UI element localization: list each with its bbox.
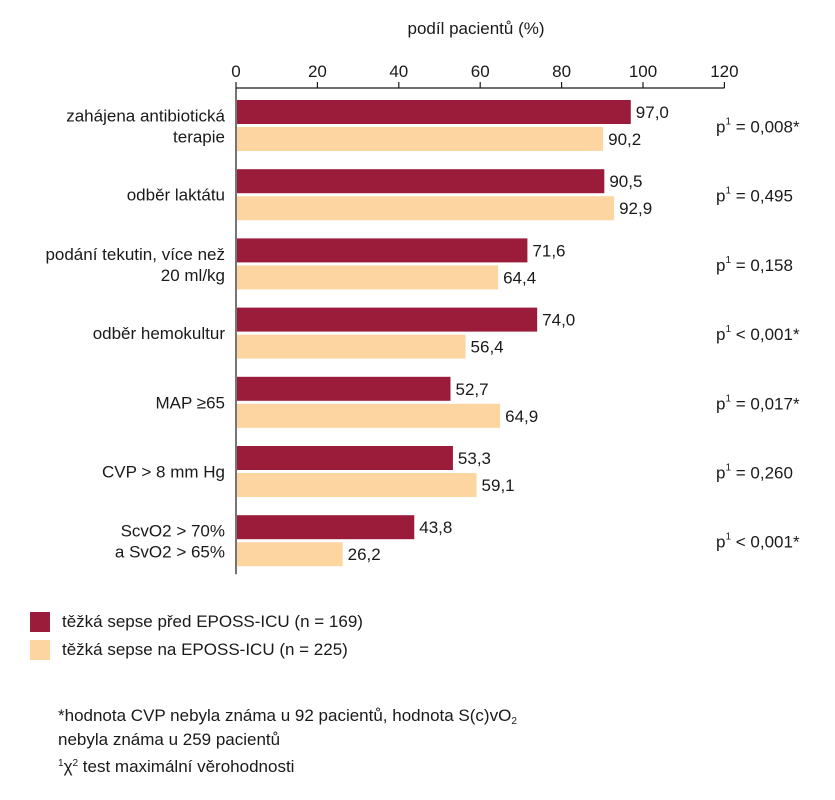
bar-series-2 — [237, 127, 604, 151]
bar-series-1 — [237, 446, 453, 470]
p-value-label: p1 < 0,001* — [716, 324, 800, 344]
x-tick-label: 0 — [231, 62, 240, 81]
bar-series-2 — [237, 196, 615, 221]
p-value-label: p1 = 0,008* — [716, 117, 800, 137]
x-tick-label: 100 — [629, 62, 657, 81]
bar-series-2 — [237, 403, 501, 428]
footnote-1: *hodnota CVP nebyla známa u 92 pacientů,… — [58, 706, 517, 727]
data-label: 56,4 — [471, 338, 504, 357]
data-label: 59,1 — [482, 476, 515, 495]
category-label: MAP ≥65 — [156, 393, 226, 412]
legend-swatch-series-2 — [30, 640, 50, 660]
data-label: 97,0 — [636, 103, 669, 122]
chart: podíl pacientů (%) 0 20 40 60 80 100 120 zahájen… — [45, 19, 800, 575]
bar-series-1 — [237, 100, 631, 124]
data-label: 52,7 — [455, 380, 488, 399]
bar-series-1 — [237, 238, 528, 263]
bar-series-2 — [237, 473, 477, 497]
bar-series-1 — [237, 169, 605, 194]
data-label: 71,6 — [532, 241, 565, 260]
x-tick-label: 120 — [710, 62, 738, 81]
p-value-label: p1 = 0,017* — [716, 393, 800, 413]
category-label: zahájena antibiotická — [66, 107, 225, 126]
bar-series-1 — [237, 307, 538, 332]
legend-label-series-1: těžká sepse před EPOSS-ICU (n = 169) — [62, 612, 363, 631]
p-value-label: p1 = 0,495 — [716, 186, 793, 206]
data-label: 26,2 — [348, 545, 381, 564]
bar-series-2 — [237, 542, 343, 567]
legend-item-series-1: těžká sepse před EPOSS-ICU (n = 169) — [30, 612, 363, 632]
data-label: 53,3 — [458, 449, 491, 468]
category-label: 20 ml/kg — [161, 266, 225, 285]
data-label: 64,4 — [503, 268, 536, 287]
p-value-label: p1 = 0,260 — [716, 463, 793, 483]
data-label: 90,2 — [608, 130, 641, 149]
bar-series-2 — [237, 265, 499, 290]
x-tick-label: 20 — [308, 62, 327, 81]
data-label: 92,9 — [619, 199, 652, 218]
x-axis-title: podíl pacientů (%) — [407, 19, 544, 38]
category-label: odběr laktátu — [127, 186, 225, 205]
category-label: a SvO2 > 65% — [115, 543, 225, 562]
category-label: podání tekutin, více než — [45, 245, 225, 264]
p-value-label: p1 = 0,158 — [716, 255, 793, 275]
footnote-3: 1χ2 test maximální věrohodnosti — [58, 757, 295, 776]
legend-swatch-series-1 — [30, 612, 50, 632]
category-label: ScvO2 > 70% — [121, 522, 225, 541]
bar-series-1 — [237, 515, 415, 540]
x-tick-label: 60 — [471, 62, 490, 81]
p-value-label: p1 < 0,001* — [716, 532, 800, 552]
category-label: CVP > 8 mm Hg — [102, 463, 225, 482]
data-label: 90,5 — [609, 172, 642, 191]
bar-series-2 — [237, 334, 466, 359]
category-label: terapie — [173, 128, 225, 147]
x-tick-label: 40 — [389, 62, 408, 81]
category-label: odběr hemokultur — [93, 324, 226, 343]
data-label: 74,0 — [542, 311, 575, 330]
data-label: 43,8 — [419, 518, 452, 537]
legend-label-series-2: těžká sepse na EPOSS-ICU (n = 225) — [62, 640, 348, 659]
x-tick-label: 80 — [552, 62, 571, 81]
footnote-2: nebyla známa u 259 pacientů — [58, 730, 281, 749]
data-label: 64,9 — [505, 407, 538, 426]
legend-item-series-2: těžká sepse na EPOSS-ICU (n = 225) — [30, 640, 348, 660]
bar-series-1 — [237, 376, 451, 401]
